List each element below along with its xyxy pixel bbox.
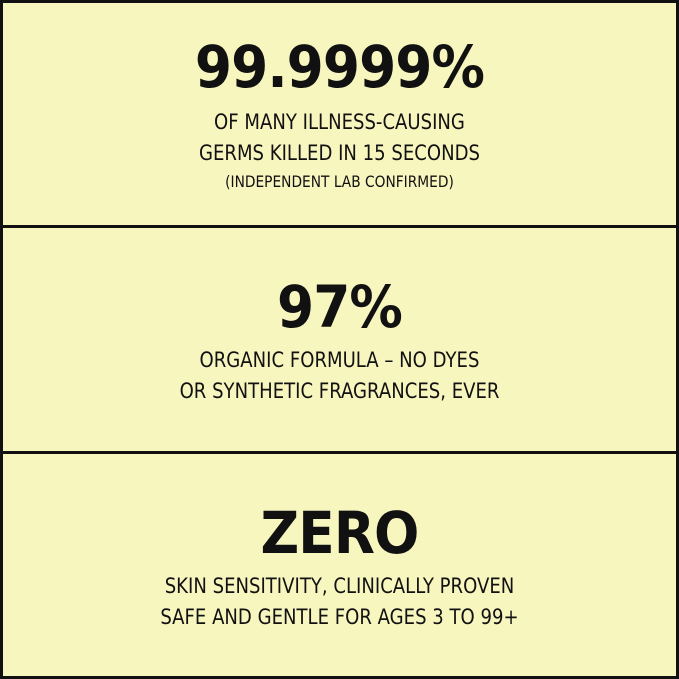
text-line: GERMS KILLED IN 15 SECONDS [199,141,480,165]
panel-germs: 99.9999% OF MANY ILLNESS-CAUSING GERMS K… [3,35,676,195]
headline: 99.9999% [194,33,485,101]
text-line: SKIN SENSITIVITY, CLINICALLY PROVEN [164,574,515,598]
text-line: ORGANIC FORMULA – NO DYES [199,348,480,372]
divider [3,225,676,228]
text-line: OR SYNTHETIC FRAGRANCES, EVER [179,379,500,403]
panel-organic: 97% ORGANIC FORMULA – NO DYES OR SYNTHET… [3,275,676,407]
headline: 97% [277,273,403,341]
text-line: SAFE AND GENTLE FOR AGES 3 TO 99+ [160,605,519,629]
note: (INDEPENDENT LAB CONFIRMED) [225,172,454,191]
headline: ZERO [260,499,420,567]
divider [3,451,676,454]
panel-sensitivity: ZERO SKIN SENSITIVITY, CLINICALLY PROVEN… [3,501,676,633]
text-line: OF MANY ILLNESS-CAUSING [214,110,465,134]
